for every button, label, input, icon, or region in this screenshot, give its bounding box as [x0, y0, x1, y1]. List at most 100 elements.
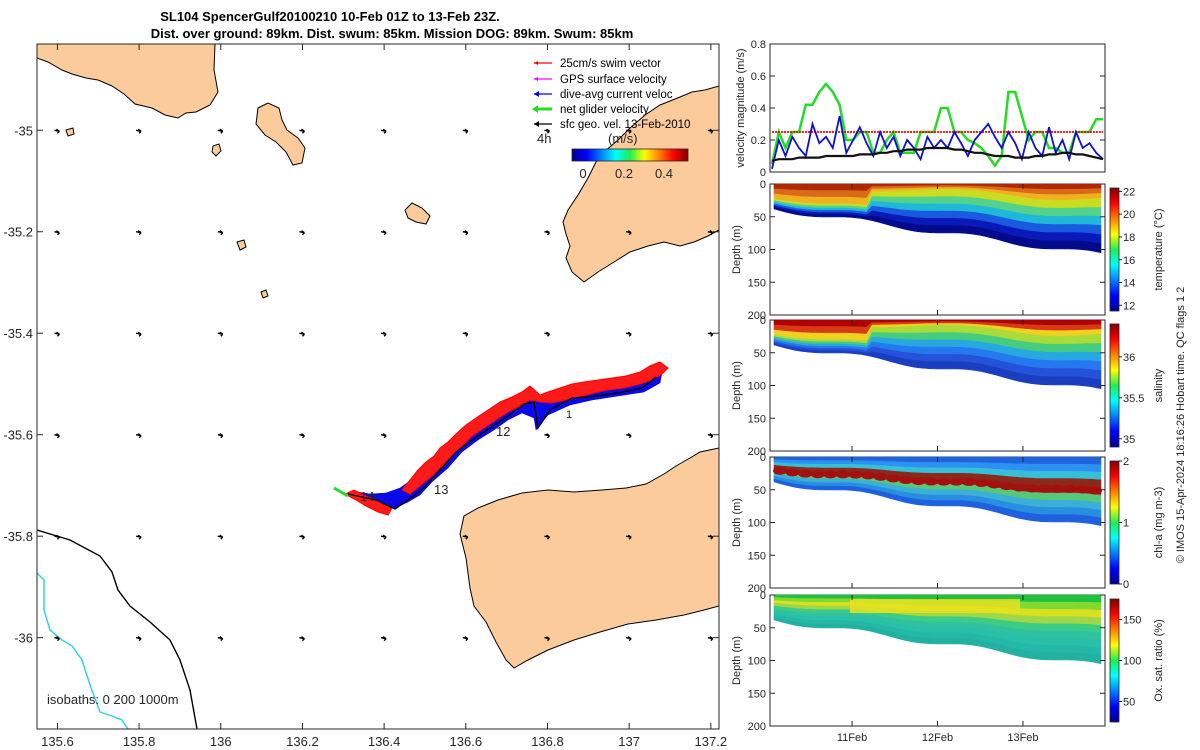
- chl-max-patch: [987, 480, 1002, 489]
- geostrophic-arrow: [626, 636, 632, 642]
- land-yorke-peninsula: [37, 44, 219, 119]
- depth-tick-label: 150: [748, 550, 766, 562]
- section-variable-label: temperature (°C): [1153, 208, 1165, 290]
- colorbar-tick-label: 12: [1123, 300, 1135, 312]
- figure-title-line1: SL104 SpencerGulf20100210 10-Feb 01Z to …: [160, 9, 500, 24]
- map-x-tick-label: 135.6: [41, 734, 74, 749]
- track-line: [347, 376, 657, 510]
- geostrophic-arrow: [462, 331, 469, 337]
- track-day-label: 13: [434, 482, 448, 497]
- depth-tick-label: 200: [748, 446, 766, 458]
- time-tick-label: 13Feb: [1007, 732, 1038, 744]
- velocity-plot-area: [769, 43, 1106, 173]
- land-islet: [404, 202, 431, 225]
- section-band: [773, 206, 1102, 254]
- section-colorbar: [1109, 598, 1120, 723]
- depth-tick-label: 0: [760, 590, 766, 602]
- colorbar-tick-label: 1: [1123, 518, 1129, 530]
- geostrophic-arrow: [54, 331, 60, 337]
- geostrophic-arrow: [299, 534, 305, 540]
- depth-tick-label: 50: [754, 348, 766, 360]
- geostrophic-arrow: [380, 433, 387, 439]
- geostrophic-arrow: [380, 331, 387, 337]
- depth-tick-label: 200: [748, 310, 766, 322]
- chl-max-patch: [810, 470, 825, 479]
- geostrophic-arrow: [626, 331, 632, 337]
- colorbar-tick-label: 2: [1123, 456, 1129, 468]
- chl-max-patch: [1037, 484, 1052, 493]
- chl-max-patch: [798, 469, 813, 478]
- land-east-coast: [562, 85, 719, 283]
- geostrophic-arrow: [217, 331, 224, 337]
- geostrophic-arrow: [135, 230, 142, 236]
- section-colorbar: [1109, 187, 1120, 312]
- depth-tick-label: 200: [748, 721, 766, 733]
- map-axis-ticks: 135.6 135.8 136 136.2 136.4 136.6 136.8 137 137.…: [3, 44, 727, 749]
- geostrophic-arrow: [217, 230, 224, 236]
- geostrophic-arrow: [707, 636, 714, 642]
- map-y-tick-label: -35.2: [3, 225, 33, 240]
- map-legend: 25cm/s swim vector GPS surface velocity …: [532, 58, 690, 181]
- colorbar-tick-label: 18: [1123, 232, 1135, 244]
- section-panel-sal: 0 50 100 150 200 Depth (m) 35 35.5 36 salinity: [731, 315, 1165, 458]
- geostrophic-arrow: [54, 534, 60, 540]
- geostrophic-arrow: [380, 128, 387, 134]
- geostrophic-arrow: [462, 534, 469, 540]
- velocity-y-tick-label: 0.6: [751, 71, 766, 83]
- map-panel: 1 12 13 14 135.6 135.8 136 136.2 136.4 136.6 1…: [3, 43, 727, 749]
- chl-max-patch: [823, 470, 838, 479]
- section-band: [773, 616, 1102, 665]
- depth-tick-label: 0: [760, 315, 766, 327]
- map-y-tick-label: -35.6: [3, 428, 33, 443]
- depth-tick-label: 0: [760, 452, 766, 464]
- legend-item-net-glider-velocity: net glider velocity: [532, 104, 649, 116]
- chl-max-patch: [773, 466, 787, 475]
- geostrophic-arrow: [544, 534, 550, 540]
- time-tick-label: 12Feb: [922, 732, 953, 744]
- colorbar-tick: 0.4: [655, 166, 673, 181]
- chl-max-patch: [1062, 484, 1077, 493]
- glider-track: [333, 361, 669, 516]
- geostrophic-arrow: [380, 230, 387, 236]
- colorbar-unit-label: (m/s): [608, 131, 638, 146]
- map-y-tick-label: -35.4: [3, 326, 33, 341]
- geostrophic-arrow: [707, 534, 714, 540]
- credit-text: © IMOS 15-Apr-2024 18:16:26 Hobart time.…: [1175, 287, 1187, 564]
- chl-max-patch: [999, 482, 1014, 491]
- legend-item-sfc-geo-velocity: sfc geo. vel. 13-Feb-2010: [534, 119, 690, 131]
- geostrophic-arrow: [299, 230, 305, 236]
- geostrophic-arrow: [299, 433, 305, 439]
- geostrophic-arrow: [707, 230, 714, 236]
- map-x-tick-label: 136.4: [368, 734, 401, 749]
- oxy-surface-patch: [850, 599, 1020, 613]
- depth-tick-label: 50: [754, 623, 766, 635]
- geostrophic-arrow: [54, 230, 60, 236]
- land-islet: [255, 102, 306, 166]
- velocity-panel: 0 0.2 0.4 0.6 0.8 velocity magnitude (m/s): [735, 39, 1106, 179]
- isobath-legend: isobaths: 0 200 1000m: [47, 692, 179, 707]
- section-ylabel: Depth (m): [731, 361, 743, 410]
- colorbar-tick-label: 20: [1123, 209, 1135, 221]
- net-glider-vector: [333, 486, 349, 498]
- geostrophic-arrow: [299, 128, 305, 134]
- map-y-tick-label: -35: [14, 123, 33, 138]
- velocity-y-ticks: 0 0.2 0.4 0.6 0.8: [751, 39, 1105, 179]
- legend-item-dive-avg-current: dive-avg current veloc: [534, 89, 673, 101]
- geostrophic-arrow: [544, 433, 550, 439]
- colorbar-tick-label: 36: [1123, 352, 1135, 364]
- geostrophic-arrow: [380, 534, 387, 540]
- map-x-tick-label: 136.2: [286, 734, 319, 749]
- depth-tick-label: 150: [748, 277, 766, 289]
- map-x-tick-label: 136: [210, 734, 232, 749]
- velocity-y-tick-label: 0.4: [751, 103, 766, 115]
- legend-item-gps-velocity: GPS surface velocity: [534, 74, 667, 86]
- depth-tick-label: 100: [748, 245, 766, 257]
- land-islet: [236, 239, 247, 251]
- land-kangaroo-island: [459, 447, 719, 669]
- geostrophic-arrow: [299, 636, 305, 642]
- chl-max-patch: [924, 477, 939, 486]
- velocity-y-tick-label: 0.8: [751, 39, 766, 51]
- swim-vector-fringe-north: [401, 361, 669, 495]
- velocity-series-net-glider-velocity: [770, 82, 1103, 168]
- chl-max-patch: [936, 477, 951, 486]
